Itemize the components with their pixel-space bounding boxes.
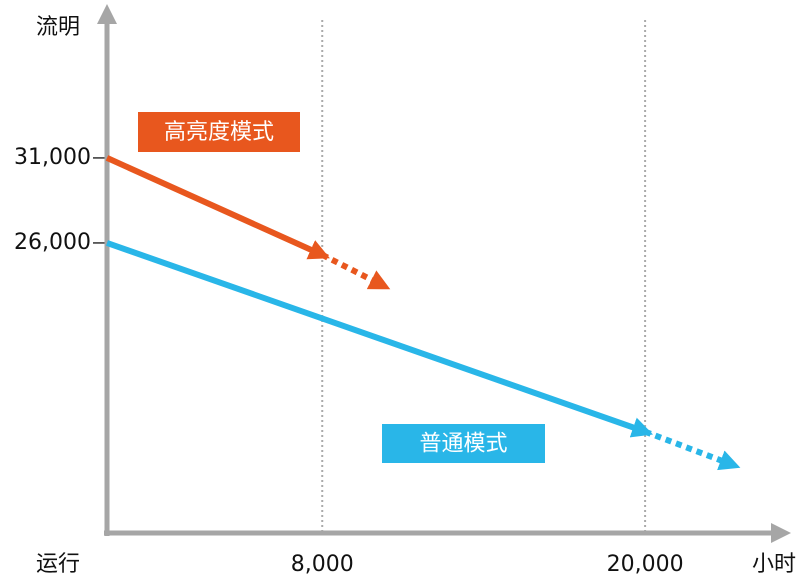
series-label-box [382, 424, 545, 463]
y-tick-label: 31,000 [14, 145, 91, 170]
series-label: 普通模式 [419, 432, 507, 457]
x-tick-label: 8,000 [291, 552, 354, 577]
y-axis-label: 流明 [36, 15, 80, 40]
series-line [644, 428, 741, 471]
series-line [106, 240, 654, 438]
series-line [105, 155, 330, 260]
x-tick-label: 20,000 [607, 552, 684, 577]
x-axis-label-start: 运行 [36, 552, 80, 577]
x-axis-label: 小时 [752, 552, 796, 577]
series-line [320, 252, 391, 290]
y-tick-label: 26,000 [14, 230, 91, 255]
series-label: 高亮度模式 [164, 120, 274, 145]
series-label-box [138, 112, 300, 152]
